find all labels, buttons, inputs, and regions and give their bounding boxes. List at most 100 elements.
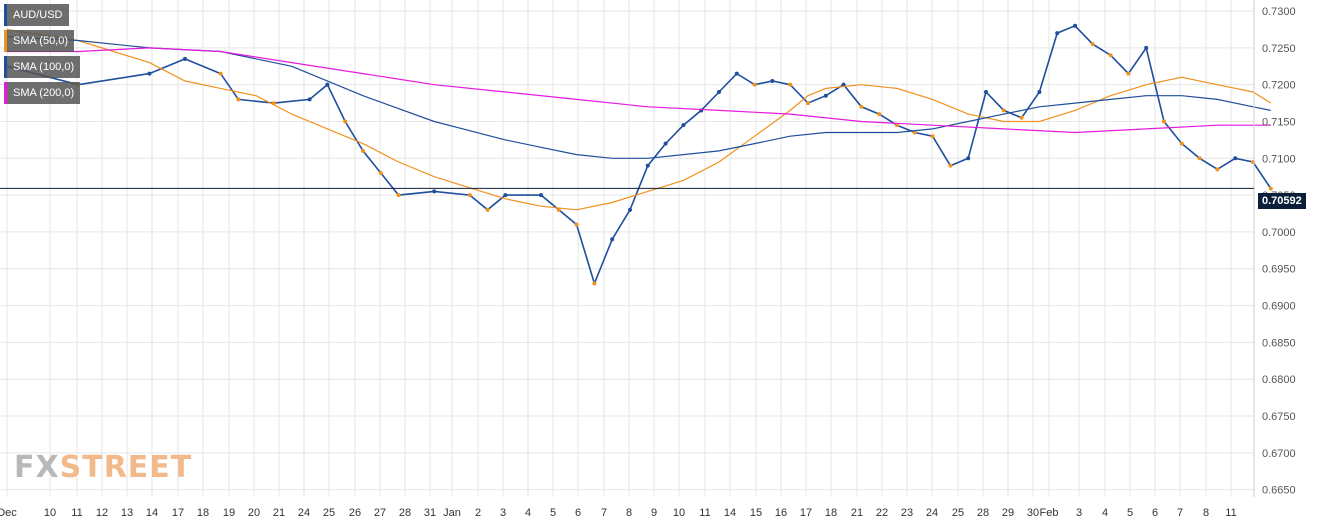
legend-item-audusd[interactable]: AUD/USD: [4, 4, 80, 26]
x-tick-label: 20: [248, 507, 260, 519]
x-tick-label: 27: [374, 507, 386, 519]
x-tick-label: 17: [172, 507, 184, 519]
price-point: [681, 123, 686, 128]
logo-street: STREET: [59, 450, 193, 485]
price-point: [307, 97, 312, 102]
x-tick-label: 28: [977, 507, 989, 519]
x-tick-label: 30: [1027, 507, 1039, 519]
legend-label: AUD/USD: [7, 4, 69, 26]
y-axis-ticks: 0.6650 0.6700 0.6750 0.6800 0.6850 0.6900 0.69…: [1262, 6, 1296, 497]
x-tick-label: 31: [424, 507, 436, 519]
x-tick-label: 22: [876, 507, 888, 519]
price-point: [663, 141, 668, 146]
sma-line: [6, 28, 1272, 211]
x-tick-label: 11: [1225, 507, 1236, 519]
x-tick-label: 21: [851, 507, 863, 519]
x-tick-label: 25: [323, 507, 335, 519]
price-point: [859, 104, 864, 109]
price-point: [752, 82, 757, 87]
y-tick-label: 0.6900: [1262, 301, 1296, 313]
x-tick-label: 8: [1203, 507, 1209, 519]
fxstreet-logo: FXSTREET: [14, 450, 192, 485]
y-tick-label: 0.7300: [1262, 6, 1296, 18]
price-point: [1215, 167, 1220, 172]
last-price-tag: 0.70592: [1258, 193, 1306, 209]
x-tick-label: 10: [44, 507, 56, 519]
x-tick-label: 11: [71, 507, 82, 519]
x-tick-label: 17: [800, 507, 812, 519]
x-tick-label: 3: [500, 507, 506, 519]
price-point: [343, 119, 348, 124]
x-tick-label: 4: [1102, 507, 1108, 519]
x-tick-label: 13: [121, 507, 133, 519]
price-point: [539, 193, 543, 198]
x-axis-ticks: Dec 10 11 12 13 14 17 18 19 20 21 24 25 26 27 28 31 Jan 2 3…: [0, 507, 1237, 519]
price-point: [717, 90, 721, 95]
x-tick-label: 6: [575, 507, 581, 519]
y-tick-label: 0.7250: [1262, 43, 1296, 55]
price-point: [877, 112, 882, 117]
price-point: [1055, 31, 1060, 36]
price-point: [1090, 42, 1095, 47]
price-point: [218, 71, 223, 76]
legend-item-sma-200[interactable]: SMA (200,0): [4, 82, 81, 104]
x-tick-label: 29: [1002, 507, 1014, 519]
price-point: [1037, 90, 1042, 95]
sma-line: [7, 47, 1271, 134]
legend-item-sma-50[interactable]: SMA (50,0): [4, 30, 80, 52]
y-tick-label: 0.7200: [1262, 80, 1296, 92]
legend-item-sma-100[interactable]: SMA (100,0): [4, 56, 81, 78]
x-tick-label: 12: [96, 507, 108, 519]
price-point: [1126, 71, 1131, 76]
price-point: [378, 171, 383, 176]
x-tick-label: 9: [651, 507, 657, 519]
legend-label: SMA (100,0): [7, 56, 81, 78]
x-tick-label: 19: [223, 507, 235, 519]
price-point: [645, 163, 650, 168]
price-line: [6, 24, 1272, 286]
legend-swatch: [4, 4, 7, 26]
x-tick-label: 18: [197, 507, 209, 519]
x-tick-label: 26: [349, 507, 361, 519]
x-tick-label: 5: [1127, 507, 1133, 519]
price-point: [183, 56, 187, 61]
price-point: [806, 101, 810, 106]
price-point: [1179, 141, 1184, 146]
x-tick-label: 4: [525, 507, 531, 519]
y-tick-label: 0.7150: [1262, 116, 1296, 128]
y-tick-label: 0.7100: [1262, 153, 1296, 165]
price-point: [1144, 45, 1149, 50]
sma-series: [6, 28, 1272, 211]
x-tick-label: Jan: [443, 507, 461, 519]
price-point: [396, 193, 401, 198]
price-point: [788, 82, 793, 87]
price-point: [236, 97, 241, 102]
x-tick-label: 8: [626, 507, 632, 519]
y-tick-label: 0.6750: [1262, 411, 1296, 423]
price-point: [325, 82, 330, 87]
price-point: [556, 207, 561, 212]
price-point: [770, 78, 775, 83]
x-tick-label: 14: [724, 507, 736, 519]
price-point: [984, 90, 988, 95]
price-point: [147, 71, 152, 76]
price-point: [930, 134, 935, 139]
price-point: [734, 71, 739, 76]
x-tick-label: 23: [901, 507, 913, 519]
grid: [0, 0, 1254, 497]
price-point: [912, 130, 917, 135]
legend: AUD/USD SMA (50,0) SMA (100,0) SMA (200,…: [4, 4, 81, 108]
y-tick-label: 0.6700: [1262, 448, 1296, 460]
logo-fx: FX: [14, 450, 60, 485]
y-tick-label: 0.6850: [1262, 337, 1296, 349]
price-point: [503, 193, 508, 198]
x-tick-label: Dec: [0, 507, 17, 519]
x-tick-label: 7: [1177, 507, 1183, 519]
price-point: [628, 207, 632, 212]
price-point: [1019, 115, 1024, 120]
x-tick-label: 14: [146, 507, 158, 519]
price-point: [1108, 53, 1113, 58]
x-tick-label: 24: [926, 507, 938, 519]
price-point: [485, 207, 490, 212]
